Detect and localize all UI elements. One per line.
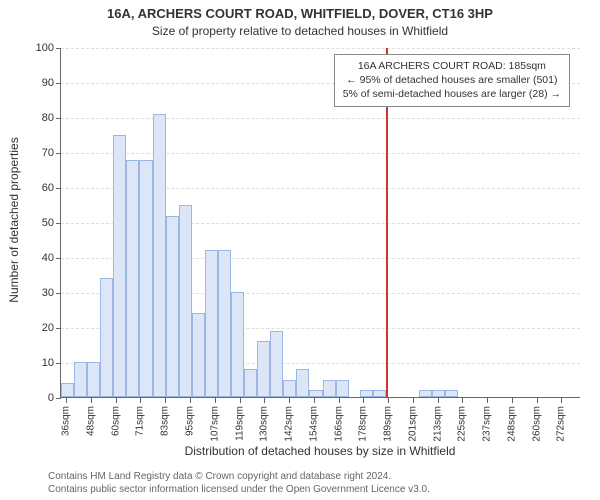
x-tick: 248sqm <box>506 406 517 442</box>
x-tick: 95sqm <box>185 406 196 436</box>
x-tick: 83sqm <box>160 406 171 436</box>
bar <box>192 313 205 397</box>
plot-area: 16A ARCHERS COURT ROAD: 185sqm ← 95% of … <box>60 48 580 398</box>
annotation-line3: 5% of semi-detached houses are larger (2… <box>343 87 561 101</box>
bar <box>270 331 283 397</box>
footer-line2: Contains public sector information licen… <box>48 483 580 496</box>
y-tick: 20 <box>24 322 54 334</box>
x-tick: 213sqm <box>432 406 443 442</box>
bar <box>179 205 192 397</box>
x-tick: 201sqm <box>407 406 418 442</box>
bar <box>373 390 386 397</box>
bar <box>126 160 139 397</box>
bar <box>74 362 87 397</box>
annotation-box: 16A ARCHERS COURT ROAD: 185sqm ← 95% of … <box>334 54 570 107</box>
x-tick: 189sqm <box>383 406 394 442</box>
y-tick: 10 <box>24 357 54 369</box>
y-axis-label: Number of detached properties <box>7 137 21 302</box>
footer-line1: Contains HM Land Registry data © Crown c… <box>48 470 580 483</box>
y-tick: 80 <box>24 112 54 124</box>
bar <box>113 135 126 397</box>
x-tick: 166sqm <box>333 406 344 442</box>
x-tick: 119sqm <box>234 406 245 441</box>
annotation-line2: ← 95% of detached houses are smaller (50… <box>343 73 561 87</box>
bar <box>139 160 152 397</box>
x-tick-labels: 36sqm 48sqm 60sqm 71sqm 83sqm 95sqm 107sqm 119s… <box>60 398 580 446</box>
y-tick: 100 <box>24 42 54 54</box>
y-tick: 60 <box>24 182 54 194</box>
bar <box>205 250 218 397</box>
x-tick: 178sqm <box>358 406 369 442</box>
x-tick: 237sqm <box>482 406 493 442</box>
x-tick: 60sqm <box>110 406 121 436</box>
x-tick: 48sqm <box>85 406 96 436</box>
x-tick: 272sqm <box>556 406 567 442</box>
y-tick: 70 <box>24 147 54 159</box>
bar <box>336 380 349 397</box>
bar <box>231 292 244 397</box>
annotation-line1: 16A ARCHERS COURT ROAD: 185sqm <box>343 59 561 73</box>
x-axis-label: Distribution of detached houses by size … <box>60 444 580 458</box>
y-tick: 0 <box>24 392 54 404</box>
bar <box>257 341 270 397</box>
bar <box>432 390 445 397</box>
bar <box>153 114 166 397</box>
y-tick: 50 <box>24 217 54 229</box>
y-tick: 40 <box>24 252 54 264</box>
bar <box>360 390 373 397</box>
y-tick: 90 <box>24 77 54 89</box>
bar <box>419 390 432 397</box>
bar <box>166 216 179 397</box>
bar <box>87 362 100 397</box>
chart-subtitle: Size of property relative to detached ho… <box>0 24 600 38</box>
chart-container: 16A, ARCHERS COURT ROAD, WHITFIELD, DOVE… <box>0 0 600 500</box>
x-tick: 130sqm <box>259 406 270 442</box>
x-tick: 142sqm <box>284 406 295 442</box>
bar <box>445 390 458 397</box>
bar <box>323 380 336 397</box>
x-tick: 107sqm <box>209 406 220 442</box>
bar <box>296 369 309 397</box>
bar <box>283 380 296 397</box>
bar <box>61 383 74 397</box>
bar <box>244 369 257 397</box>
x-tick: 225sqm <box>457 406 468 442</box>
x-tick: 260sqm <box>531 406 542 442</box>
bar <box>309 390 322 397</box>
x-tick: 71sqm <box>135 406 146 436</box>
bar <box>100 278 113 397</box>
x-tick: 36sqm <box>61 406 72 436</box>
bar <box>218 250 231 397</box>
footer-attribution: Contains HM Land Registry data © Crown c… <box>48 470 580 496</box>
chart-title: 16A, ARCHERS COURT ROAD, WHITFIELD, DOVE… <box>0 6 600 21</box>
x-tick: 154sqm <box>308 406 319 442</box>
y-tick: 30 <box>24 287 54 299</box>
